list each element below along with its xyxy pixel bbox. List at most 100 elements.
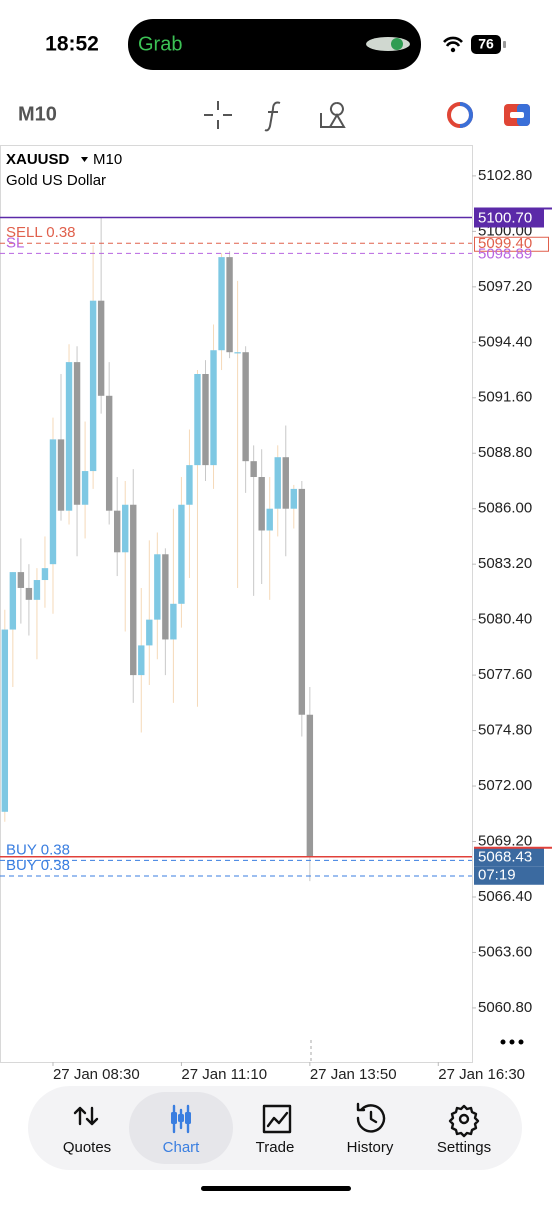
candle-body [17, 572, 25, 588]
candle-body [234, 352, 241, 354]
home-indicator [201, 1186, 351, 1191]
battery [471, 35, 501, 54]
timeframe-button[interactable]: M10 [18, 103, 57, 125]
y-tick-label: 5072.00 [478, 777, 532, 794]
tab-label[interactable]: Chart [163, 1139, 201, 1156]
tab-icon-candle [171, 1112, 177, 1124]
countdown: 07:19 [478, 867, 516, 884]
x-tick-label: 27 Jan 11:10 [181, 1066, 267, 1083]
y-tick-label: 5080.40 [478, 611, 532, 628]
tab-label[interactable]: History [347, 1139, 394, 1156]
dropdown-arrow[interactable] [81, 157, 88, 162]
candle-body [282, 457, 289, 509]
trade-icon-half [459, 102, 473, 128]
y-tick-label: 5086.00 [478, 500, 532, 517]
objects-icon[interactable] [320, 102, 346, 128]
tab-icon [73, 1106, 99, 1126]
candle-body [210, 350, 217, 466]
candle-body [81, 471, 89, 505]
y-tick-label: 5066.40 [478, 888, 532, 905]
candle-body [306, 714, 314, 858]
candle-body [57, 439, 65, 511]
symbol: XAUUSD [6, 151, 70, 168]
order-label: SELL 0.38 [6, 224, 76, 241]
x-tick-label: 27 Jan 08:30 [53, 1066, 140, 1083]
tab-icon-candle [178, 1114, 184, 1122]
y-tick-label: 5060.80 [478, 999, 532, 1016]
chart-timeframe: M10 [93, 151, 122, 168]
candle-body [162, 554, 169, 640]
candle-body [1, 629, 9, 812]
tab-icon-candle [185, 1112, 191, 1124]
candle-body [130, 504, 137, 676]
price-box-label: 5099.40 [478, 235, 532, 252]
candle-body [9, 572, 17, 630]
candle-body [266, 508, 273, 531]
countdown-box [474, 866, 544, 885]
y-tick-label: 5063.60 [478, 943, 532, 960]
tab-icon [448, 1104, 480, 1138]
candle-body [250, 461, 257, 478]
order-label: BUY 0.38 [6, 857, 70, 874]
candle-body [290, 488, 297, 509]
tab-label[interactable]: Quotes [63, 1139, 111, 1156]
candle-body [89, 300, 97, 472]
y-tick-label: 5069.20 [478, 832, 532, 849]
plot-frame [0, 145, 473, 1063]
candle-body [105, 395, 113, 511]
app-indicator: Grab [138, 33, 182, 55]
tab-label[interactable]: Trade [256, 1139, 295, 1156]
candle-body [146, 619, 153, 646]
y-tick-label: 5074.80 [478, 722, 532, 739]
clock: 18:52 [45, 33, 99, 56]
candle-body [138, 645, 145, 676]
candle-body [242, 352, 249, 462]
y-tick-label: 5094.40 [478, 333, 532, 350]
candle-body [178, 504, 185, 604]
candle-body [49, 439, 57, 565]
x-tick-label: 27 Jan 16:30 [438, 1066, 525, 1083]
price-axis: 5102.805100.005097.205094.405091.605088.… [52, 167, 532, 1083]
crosshair-icon[interactable] [204, 101, 232, 129]
x-tick-label: 27 Jan 13:50 [310, 1066, 397, 1083]
wifi-icon [443, 36, 463, 47]
candle-body [226, 257, 233, 353]
battery-level: 76 [478, 36, 494, 52]
wifi-dot [450, 47, 456, 53]
price-box [474, 236, 549, 252]
plot [1, 217, 314, 882]
tab-label[interactable]: Settings [437, 1139, 491, 1156]
activity-icon [366, 37, 410, 51]
battery-cap [503, 41, 506, 48]
tab-items: Quotes Chart Trade History Settings [63, 1092, 491, 1164]
tab-icon [262, 1104, 292, 1134]
candle-body [154, 554, 161, 620]
candle-body [33, 580, 41, 600]
y-tick-label: 5102.80 [478, 167, 532, 184]
account-icon-bar [510, 112, 524, 118]
y-tick-label: 5091.60 [478, 389, 532, 406]
candle-body [202, 374, 209, 466]
price-box [474, 847, 544, 867]
candle-body [73, 362, 81, 505]
more-button[interactable] [500, 1039, 524, 1045]
tab-bar [28, 1086, 522, 1170]
order-label: BUY 0.38 [6, 841, 70, 858]
tab-icon-center [458, 1113, 470, 1125]
candle-body [298, 488, 306, 715]
indicator-icon[interactable] [264, 101, 281, 132]
candle-body [170, 603, 177, 640]
candle-body [258, 477, 265, 531]
candle-body [25, 587, 33, 600]
price-box-label: 5068.43 [478, 849, 532, 866]
price-box-label: 5098.89 [478, 245, 532, 262]
price-box-label: 5100.70 [478, 209, 532, 226]
y-tick-label: 5077.60 [478, 666, 532, 683]
dynamic-island [128, 19, 421, 70]
candle-body [274, 457, 281, 509]
candle-body [186, 465, 193, 505]
price-box [474, 208, 544, 228]
